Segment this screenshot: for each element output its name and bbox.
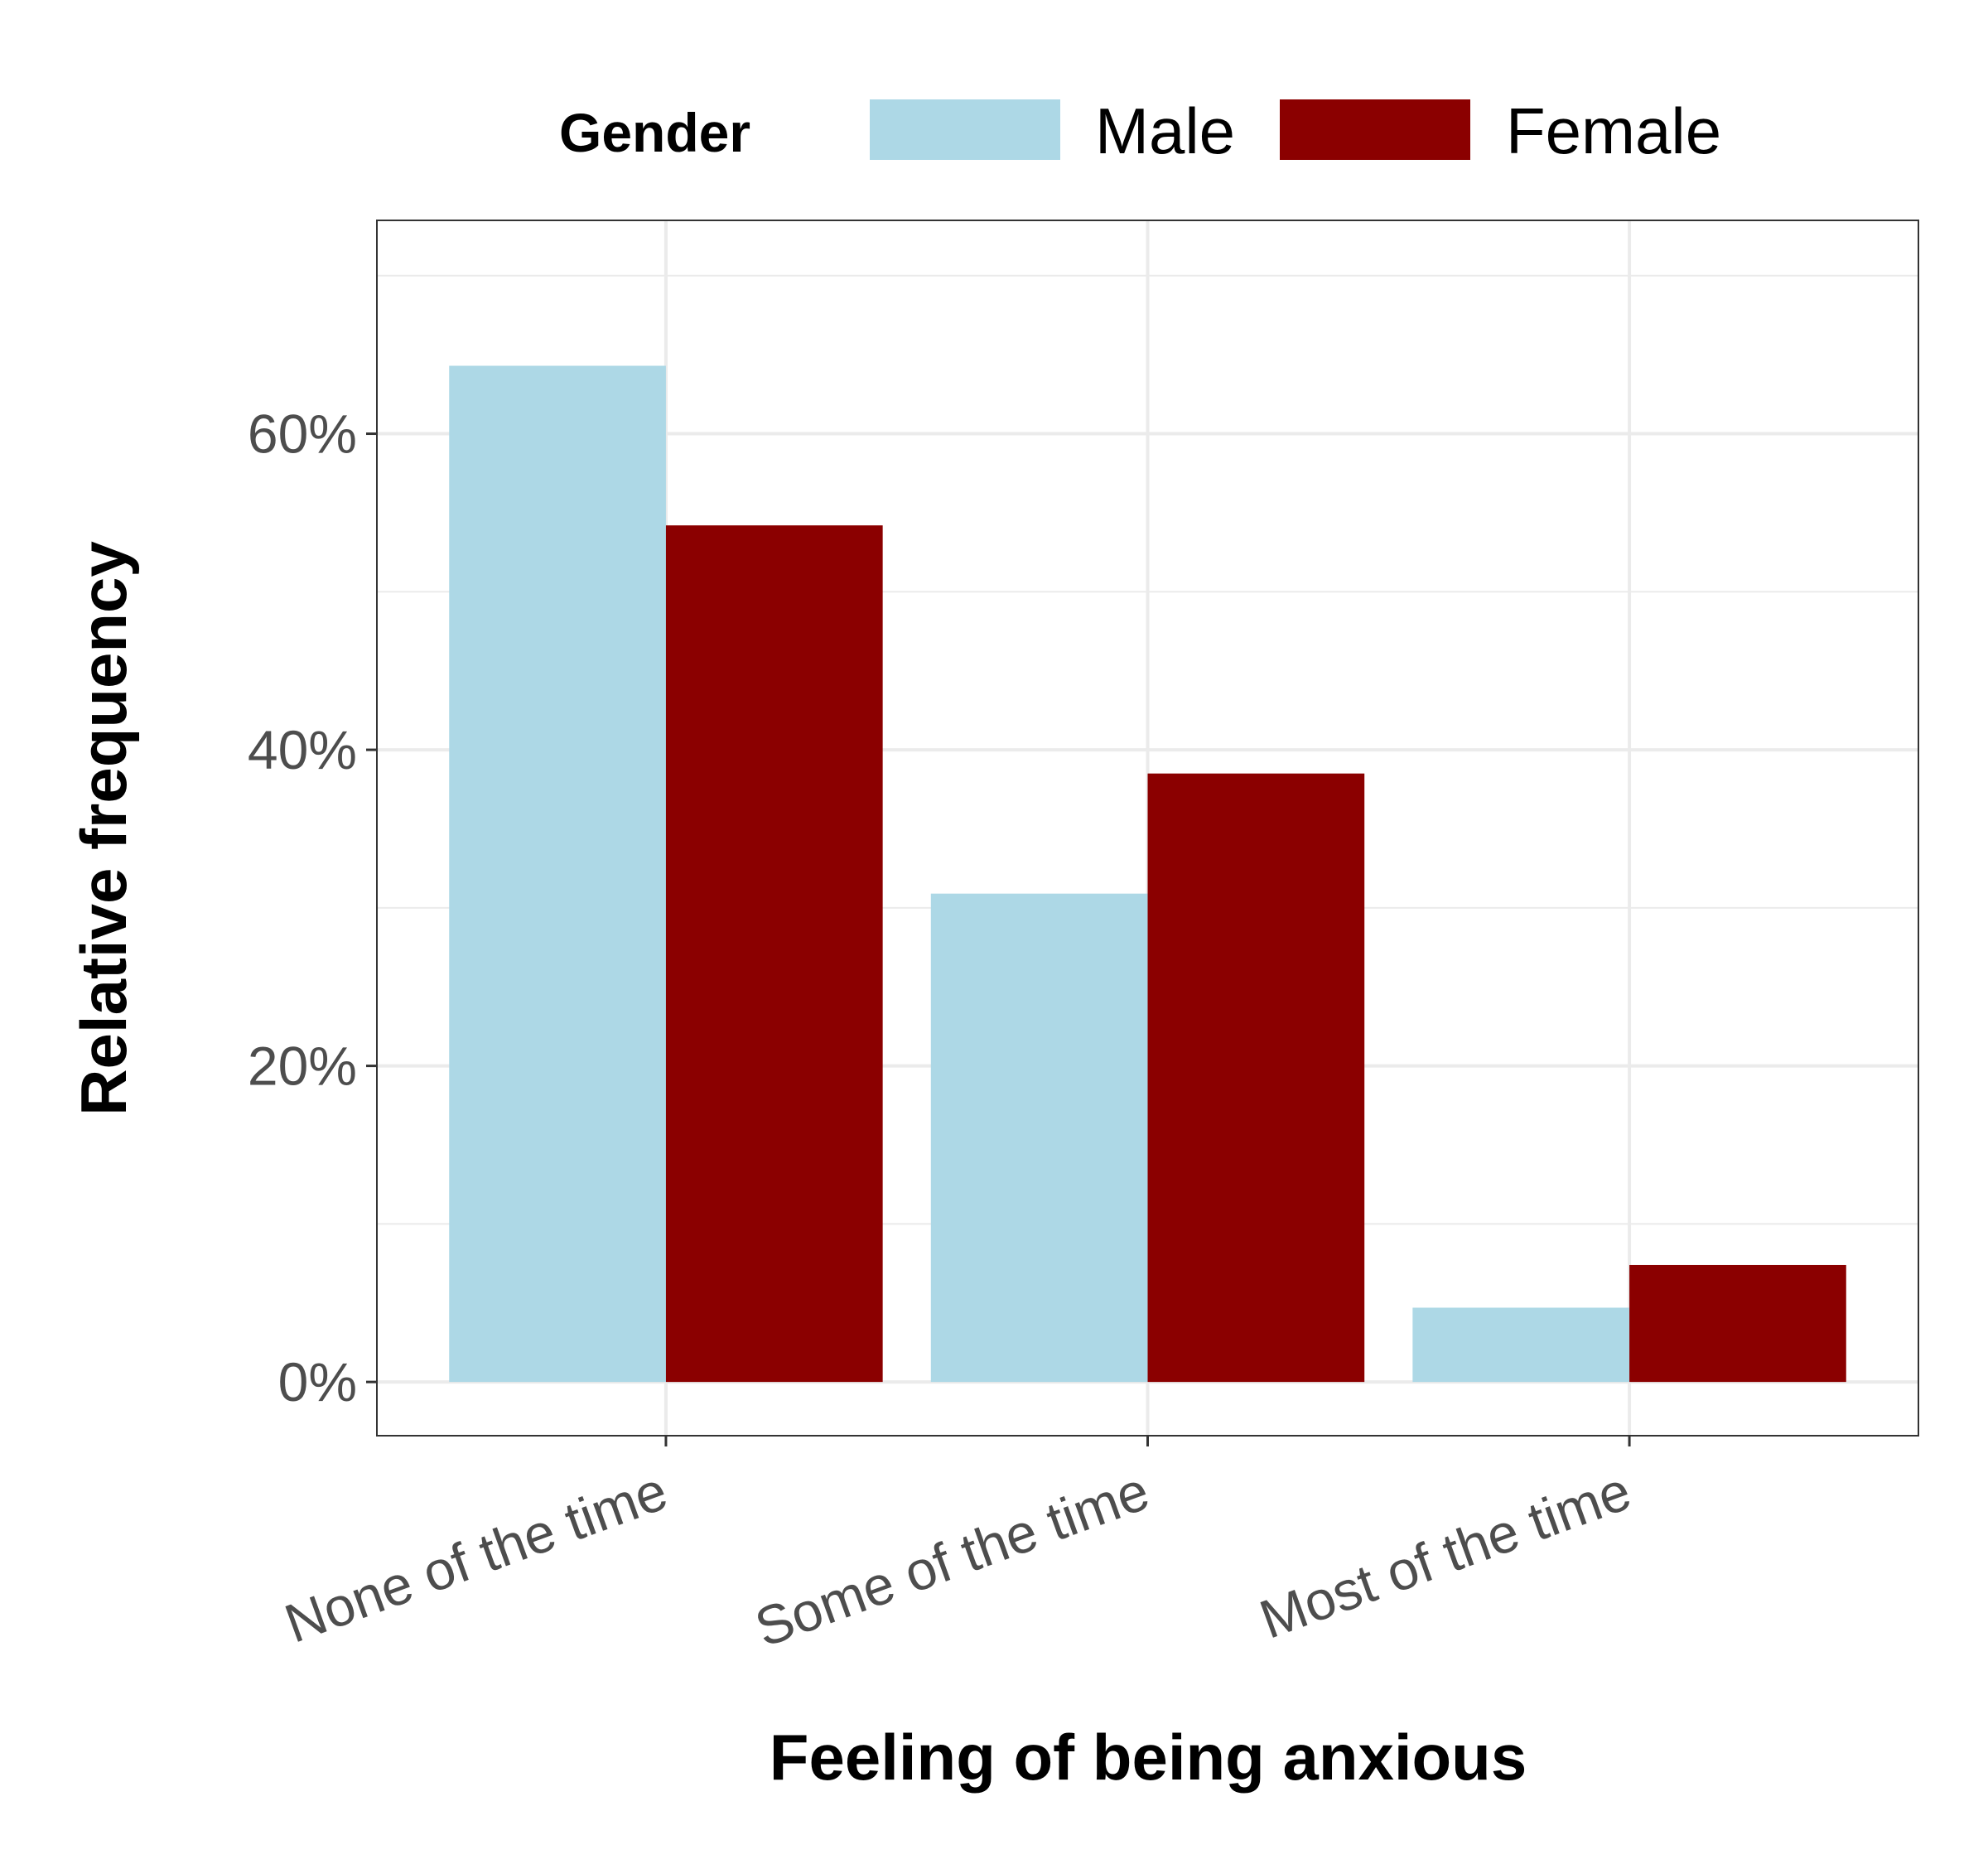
x-axis-title: Feeling of being anxious xyxy=(770,1721,1527,1794)
bars xyxy=(449,365,1846,1383)
bar-male-1 xyxy=(449,365,666,1383)
legend-label-female: Female xyxy=(1506,94,1721,167)
y-axis: 0% 20% 40% 60% xyxy=(248,403,377,1412)
legend-title: Gender xyxy=(559,102,750,163)
bar-male-2 xyxy=(930,893,1148,1383)
bar-female-2 xyxy=(1147,773,1365,1383)
bar-female-1 xyxy=(665,525,883,1383)
legend-key-male xyxy=(870,99,1060,160)
legend-label-male: Male xyxy=(1095,94,1235,167)
y-tick-label: 60% xyxy=(248,403,357,465)
y-tick-label: 20% xyxy=(248,1036,357,1097)
bar-male-3 xyxy=(1412,1307,1630,1383)
y-tick-label: 0% xyxy=(278,1351,357,1412)
legend: Gender Male Female xyxy=(559,94,1721,167)
y-axis-title: Relative frequency xyxy=(67,541,140,1116)
legend-key-female xyxy=(1280,99,1470,160)
y-tick-label: 40% xyxy=(248,719,357,780)
bar-female-3 xyxy=(1629,1264,1846,1383)
